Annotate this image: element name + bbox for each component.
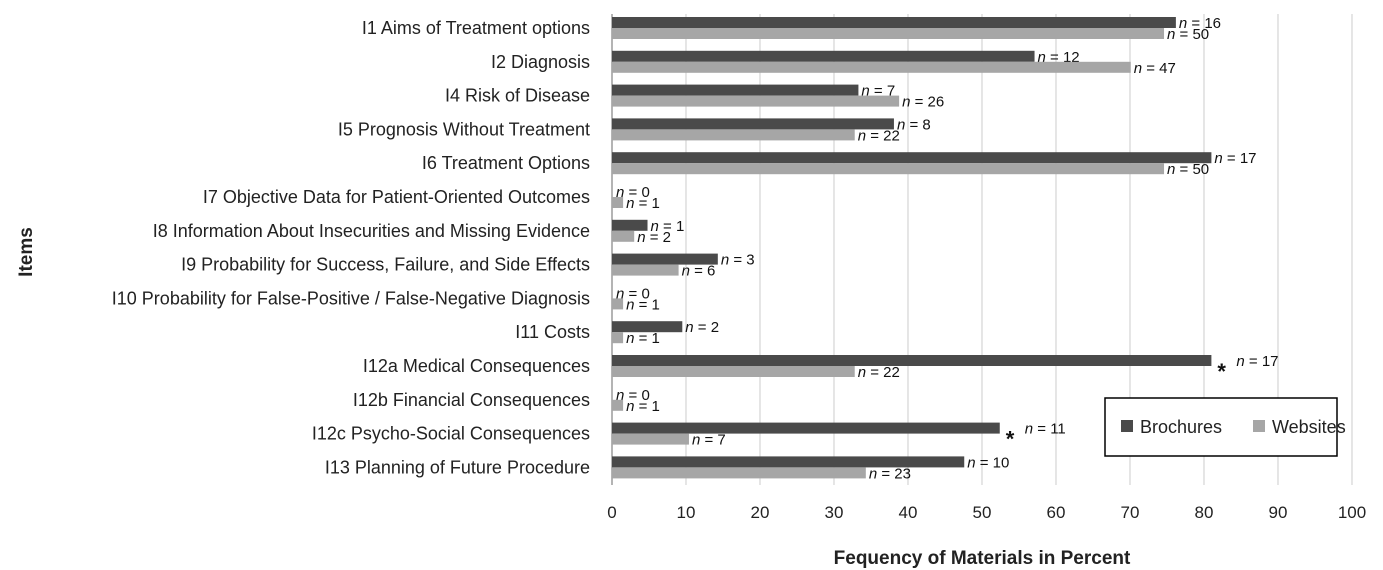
x-tick-label: 40 bbox=[899, 503, 918, 522]
bar-websites bbox=[612, 230, 635, 242]
category-label: I12b Financial Consequences bbox=[353, 390, 590, 410]
data-label-brochures: n = 3 bbox=[721, 252, 755, 269]
category-label: I5 Prognosis Without Treatment bbox=[338, 119, 590, 139]
data-label-websites: n = 47 bbox=[1134, 60, 1176, 77]
category-label: I10 Probability for False-Positive / Fal… bbox=[112, 288, 590, 308]
x-tick-label: 90 bbox=[1269, 503, 1288, 522]
data-label-websites: n = 22 bbox=[858, 364, 900, 381]
data-label-brochures: n = 17 bbox=[1236, 353, 1278, 370]
data-label-websites: n = 1 bbox=[626, 296, 660, 313]
bar-websites bbox=[612, 264, 679, 276]
data-label-brochures: n = 7 bbox=[861, 83, 895, 100]
data-label-websites: n = 26 bbox=[902, 94, 944, 111]
category-label: I13 Planning of Future Procedure bbox=[325, 457, 590, 477]
bars: n = 16n = 50n = 12n = 47n = 7n = 26n = 8… bbox=[612, 15, 1279, 482]
bar-brochures bbox=[612, 456, 965, 468]
data-label-websites: n = 6 bbox=[682, 263, 716, 280]
x-tick-label: 20 bbox=[751, 503, 770, 522]
data-label-brochures: n = 10 bbox=[967, 454, 1009, 471]
category-labels: I1 Aims of Treatment options I2 Diagnosis… bbox=[112, 18, 590, 477]
x-axis-title: Fequency of Materials in Percent bbox=[834, 548, 1131, 569]
bar-brochures bbox=[612, 84, 859, 96]
category-label: I12a Medical Consequences bbox=[363, 356, 590, 376]
x-tick-label: 100 bbox=[1338, 503, 1366, 522]
bar-websites bbox=[612, 366, 855, 377]
category-label: I7 Objective Data for Patient-Oriented O… bbox=[203, 187, 590, 207]
bar-websites bbox=[612, 197, 624, 208]
significance-marker: * bbox=[1006, 427, 1015, 452]
data-label-websites: n = 2 bbox=[637, 229, 671, 246]
bar-websites bbox=[612, 129, 855, 141]
data-label-brochures: n = 0 bbox=[616, 285, 650, 302]
y-axis-title: Items bbox=[16, 227, 37, 277]
annotations: ** bbox=[1006, 359, 1227, 452]
bar-brochures bbox=[612, 355, 1212, 366]
data-label-websites: n = 1 bbox=[626, 398, 660, 415]
data-label-brochures: n = 11 bbox=[1025, 421, 1066, 438]
legend-box bbox=[1104, 397, 1338, 457]
legend-swatch-brochures bbox=[1121, 420, 1133, 432]
data-label-brochures: n = 8 bbox=[897, 116, 931, 133]
data-label-brochures: n = 0 bbox=[616, 387, 650, 404]
data-label-brochures: n = 12 bbox=[1038, 49, 1080, 66]
bar-websites bbox=[612, 28, 1165, 39]
category-label: I1 Aims of Treatment options bbox=[362, 18, 590, 38]
bar-brochures bbox=[612, 219, 648, 231]
legend-label-websites: Websites bbox=[1272, 417, 1346, 437]
bar-websites bbox=[612, 298, 624, 310]
bar-brochures bbox=[612, 152, 1212, 164]
legend-swatch-websites bbox=[1253, 420, 1265, 432]
x-tick-label: 60 bbox=[1047, 503, 1066, 522]
data-label-brochures: n = 2 bbox=[685, 319, 719, 336]
legend-label-brochures: Brochures bbox=[1140, 417, 1222, 437]
x-tick-label: 10 bbox=[677, 503, 696, 522]
data-label-websites: n = 1 bbox=[626, 195, 660, 212]
bar-brochures bbox=[612, 17, 1176, 28]
x-tick-label: 30 bbox=[825, 503, 844, 522]
category-label: I2 Diagnosis bbox=[491, 52, 590, 72]
bar-brochures bbox=[612, 253, 718, 265]
bar-brochures bbox=[612, 50, 1035, 62]
x-tick-label: 80 bbox=[1195, 503, 1214, 522]
x-tick-label: 0 bbox=[607, 503, 616, 522]
data-label-websites: n = 50 bbox=[1167, 26, 1209, 43]
data-label-websites: n = 7 bbox=[692, 432, 726, 449]
data-label-brochures: n = 0 bbox=[616, 184, 650, 201]
significance-marker: * bbox=[1217, 359, 1226, 384]
x-tick-labels: 0 10 20 30 40 50 60 70 80 90 100 bbox=[607, 503, 1366, 522]
data-label-brochures: n = 17 bbox=[1214, 150, 1256, 167]
bar-brochures bbox=[612, 118, 894, 130]
data-label-websites: n = 22 bbox=[858, 127, 900, 144]
category-label: I12c Psycho-Social Consequences bbox=[312, 424, 590, 444]
legend: Brochures Websites bbox=[1104, 397, 1346, 457]
bar-brochures bbox=[612, 422, 1000, 434]
data-label-websites: n = 1 bbox=[626, 330, 660, 347]
bar-brochures bbox=[612, 321, 683, 333]
bar-websites bbox=[612, 467, 866, 479]
bar-websites bbox=[612, 95, 900, 107]
x-tick-label: 50 bbox=[973, 503, 992, 522]
bar-websites bbox=[612, 332, 624, 344]
x-tick-label: 70 bbox=[1121, 503, 1140, 522]
data-label-brochures: n = 1 bbox=[651, 218, 685, 235]
bar-websites bbox=[612, 399, 624, 411]
category-label: I4 Risk of Disease bbox=[445, 86, 590, 106]
category-label: I8 Information About Insecurities and Mi… bbox=[153, 221, 590, 241]
data-label-brochures: n = 16 bbox=[1179, 15, 1221, 32]
data-label-websites: n = 23 bbox=[869, 465, 911, 482]
bar-websites bbox=[612, 163, 1165, 175]
bar-websites bbox=[612, 433, 689, 445]
category-label: I9 Probability for Success, Failure, and… bbox=[181, 255, 590, 275]
category-label: I11 Costs bbox=[515, 322, 590, 342]
data-label-websites: n = 50 bbox=[1167, 161, 1209, 178]
bar-websites bbox=[612, 61, 1131, 73]
category-label: I6 Treatment Options bbox=[422, 153, 590, 173]
